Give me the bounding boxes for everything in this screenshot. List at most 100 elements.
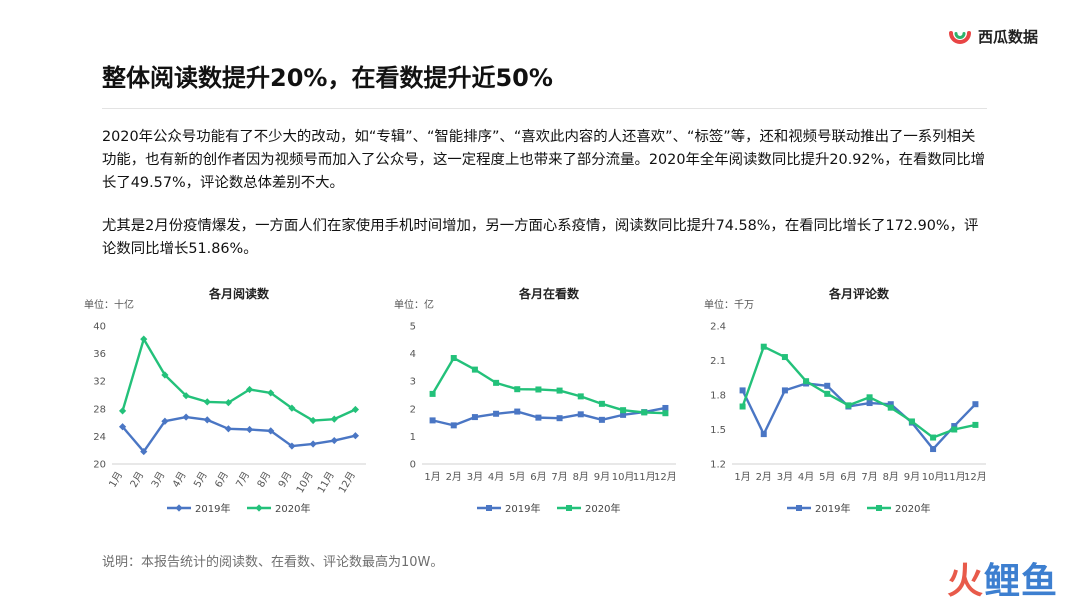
- legend-label: 2020年: [585, 502, 620, 515]
- y-tick-label: 0: [410, 460, 416, 471]
- data-point: [620, 411, 627, 418]
- x-tick-label: 4月: [170, 470, 189, 490]
- legend-label: 2020年: [895, 502, 930, 515]
- x-tick-label: 1月: [424, 471, 440, 483]
- x-tick-label: 3月: [149, 470, 168, 490]
- data-point: [514, 408, 521, 415]
- data-point: [887, 401, 894, 408]
- x-tick-label: 2月: [446, 471, 462, 483]
- epidemic-paragraph: 尤其是2月份疫情爆发，一方面人们在家使用手机时间增加，另一方面心系疫情，阅读数同…: [102, 218, 979, 257]
- y-tick-label: 24: [93, 432, 106, 443]
- x-tick-label: 12月: [654, 471, 677, 483]
- data-point: [471, 414, 478, 421]
- chart-unit-label: 单位：亿: [394, 298, 434, 311]
- data-point: [598, 416, 605, 423]
- x-tick-label: 5月: [191, 470, 210, 490]
- data-point: [951, 423, 958, 430]
- data-point: [429, 417, 436, 424]
- x-tick-label: 3月: [777, 471, 793, 483]
- y-tick-label: 4: [410, 349, 416, 360]
- brand-logo: 西瓜数据: [948, 24, 1038, 48]
- x-tick-label: 1月: [107, 470, 126, 490]
- series-line-2: [121, 337, 356, 422]
- data-point: [182, 413, 190, 421]
- x-tick-label: 9月: [276, 470, 295, 490]
- chart-unit-label: 单位：千万: [704, 298, 754, 311]
- legend-marker: [796, 505, 802, 511]
- data-point: [118, 423, 127, 431]
- y-tick-label: 1: [410, 432, 416, 443]
- data-point: [662, 404, 669, 411]
- data-point: [739, 387, 746, 394]
- data-point: [450, 355, 457, 362]
- x-tick-label: 3月: [467, 471, 483, 483]
- data-point: [951, 426, 958, 433]
- summary-paragraph: 2020年公众号功能有了不少大的改动，如“专辑”、“智能排序”、“喜欢此内容的人…: [102, 129, 985, 191]
- data-point: [288, 442, 296, 450]
- series-line-1: [121, 415, 356, 453]
- data-point: [845, 402, 852, 409]
- x-tick-label: 4月: [488, 471, 504, 483]
- x-tick-label: 9月: [594, 471, 610, 483]
- x-tick-label: 9月: [904, 471, 920, 483]
- data-point: [781, 387, 788, 394]
- data-point: [309, 440, 317, 448]
- data-point: [972, 421, 979, 428]
- data-point: [224, 425, 233, 433]
- x-tick-label: 6月: [212, 470, 231, 490]
- x-tick-label: 8月: [255, 470, 274, 490]
- data-point: [908, 418, 915, 425]
- series-line-2: [431, 356, 666, 415]
- data-point: [556, 387, 563, 394]
- y-tick-label: 40: [93, 322, 106, 333]
- data-point: [972, 401, 979, 408]
- y-tick-label: 36: [93, 349, 106, 360]
- y-tick-label: 2.4: [710, 322, 726, 333]
- x-tick-label: 2月: [128, 470, 147, 490]
- x-tick-label: 12月: [336, 470, 358, 496]
- chart-title: 各月评论数: [828, 286, 890, 301]
- watermark-part1: 火: [946, 561, 984, 602]
- data-point: [471, 366, 478, 373]
- legend-label: 2020年: [275, 502, 310, 515]
- data-point: [760, 431, 767, 438]
- data-point: [887, 404, 894, 411]
- x-tick-label: 1月: [734, 471, 750, 483]
- data-point: [739, 403, 746, 410]
- x-tick-label: 12月: [964, 471, 987, 483]
- data-point: [577, 393, 584, 400]
- chart-unit-label: 单位：十亿: [84, 298, 134, 311]
- x-tick-label: 11月: [315, 470, 337, 496]
- data-point: [781, 354, 788, 361]
- data-point: [930, 446, 937, 453]
- y-tick-label: 1.5: [710, 425, 726, 436]
- data-point: [351, 432, 360, 440]
- data-point: [803, 378, 810, 385]
- comments-chart: 各月评论数 单位：千万 1.2 1.5 1.8 2.1 2.4 1月 2月 3月 4月 5月 6月 7月 8…: [702, 276, 998, 526]
- legend-marker: [486, 505, 492, 511]
- data-point: [760, 343, 767, 350]
- legend-label: 2019年: [195, 502, 230, 515]
- footnote: 说明：本报告统计的阅读数、在看数、评论数最高为10W。: [102, 555, 444, 570]
- data-point: [535, 414, 542, 421]
- chart-title: 各月在看数: [518, 286, 580, 301]
- x-tick-label: 5月: [509, 471, 525, 483]
- x-tick-label: 8月: [883, 471, 899, 483]
- data-point: [267, 427, 275, 435]
- data-point: [930, 434, 937, 441]
- reads-chart: 各月阅读数 单位：十亿 20 24 28 32 36 40 1月 2月 3月 4月 5月 6月 7月 8月 9月…: [82, 276, 378, 526]
- x-tick-label: 7月: [861, 471, 877, 483]
- legend-label: 2019年: [505, 502, 540, 515]
- series-line-2: [741, 345, 976, 439]
- y-tick-label: 5: [410, 322, 416, 333]
- chart-title: 各月阅读数: [208, 286, 270, 301]
- likes-chart: 各月在看数 单位：亿 0 1 2 3 4 5 1月 2月 3月 4月 5月 6月 7月 8月 9月 10月 11月 1…: [392, 276, 688, 526]
- data-point: [866, 394, 873, 401]
- x-tick-label: 6月: [840, 471, 856, 483]
- data-point: [203, 398, 211, 406]
- x-tick-label: 7月: [234, 470, 253, 490]
- watermark-logo: 火鲤鱼: [947, 552, 1058, 604]
- data-point: [866, 400, 873, 407]
